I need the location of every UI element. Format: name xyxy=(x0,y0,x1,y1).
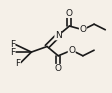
Text: N: N xyxy=(55,31,62,40)
Text: O: O xyxy=(79,25,86,34)
Text: O: O xyxy=(55,64,62,73)
Text: F: F xyxy=(15,59,20,68)
Text: O: O xyxy=(66,9,73,17)
Text: F: F xyxy=(10,40,15,49)
Text: O: O xyxy=(68,46,75,55)
Text: F: F xyxy=(10,48,15,57)
